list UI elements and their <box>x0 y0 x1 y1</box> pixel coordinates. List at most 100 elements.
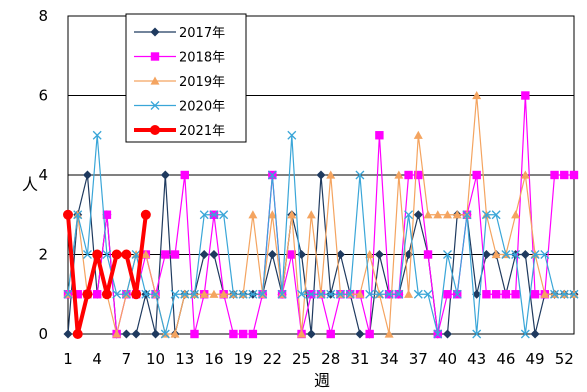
data-point <box>413 210 423 220</box>
x-tick-label: 40 <box>438 350 457 368</box>
data-point <box>92 290 102 299</box>
data-point <box>433 329 443 339</box>
data-point <box>82 170 92 180</box>
data-point <box>180 289 190 299</box>
data-point <box>258 289 268 299</box>
data-point <box>73 210 83 220</box>
x-tick-label: 37 <box>409 350 428 368</box>
data-point <box>102 210 112 219</box>
data-point <box>131 289 142 300</box>
data-point <box>520 170 530 179</box>
data-point <box>491 250 501 259</box>
data-point <box>443 290 452 299</box>
legend-label: 2017年 <box>179 26 225 41</box>
data-point <box>161 250 170 259</box>
data-point <box>92 130 102 140</box>
data-point <box>141 289 151 299</box>
data-point <box>550 289 559 299</box>
data-point <box>404 289 414 298</box>
data-point <box>374 250 384 259</box>
data-point <box>112 329 122 338</box>
data-point <box>248 289 258 299</box>
data-point <box>452 289 462 299</box>
data-point <box>229 329 238 339</box>
legend-item: 2020年 <box>134 100 225 115</box>
legend-item: 2019年 <box>134 75 225 90</box>
data-point <box>160 170 170 180</box>
data-point <box>511 250 521 259</box>
y-tick-label: 8 <box>38 7 48 25</box>
data-point <box>83 250 92 259</box>
data-point <box>521 91 530 100</box>
data-point <box>355 329 365 339</box>
data-point <box>170 250 180 259</box>
data-point <box>530 290 540 299</box>
data-point <box>472 91 482 100</box>
data-point <box>141 250 151 259</box>
x-tick-label: 49 <box>526 350 545 368</box>
legend: 2017年 2018年 2019年 2020年 2021年 <box>125 13 247 143</box>
x-tick-label: 46 <box>496 350 515 368</box>
legend-item: 2018年 <box>134 51 225 66</box>
data-point <box>540 250 550 259</box>
data-point <box>433 210 443 219</box>
data-point <box>472 289 482 299</box>
data-point <box>238 289 248 299</box>
data-point <box>287 130 297 140</box>
data-point <box>530 250 540 259</box>
legend-label: 2020年 <box>179 100 225 115</box>
data-point <box>355 289 365 298</box>
y-tick-label: 0 <box>38 325 48 343</box>
x-tick-label: 22 <box>263 350 282 368</box>
data-point <box>394 289 404 299</box>
data-point <box>511 290 520 299</box>
data-point <box>365 329 374 339</box>
data-point <box>413 289 423 299</box>
y-tick-label: 6 <box>38 87 48 105</box>
data-point <box>540 289 550 298</box>
data-point <box>297 329 307 338</box>
x-tick-label: 19 <box>234 350 253 368</box>
data-point <box>404 210 414 220</box>
data-point <box>414 170 423 180</box>
data-point <box>365 289 375 299</box>
data-point <box>491 210 501 220</box>
data-point <box>306 210 316 219</box>
data-point <box>297 289 306 299</box>
data-point <box>287 250 297 259</box>
data-point <box>170 289 180 299</box>
data-point <box>569 170 579 180</box>
data-point <box>443 210 452 219</box>
data-point <box>501 250 511 259</box>
data-point <box>375 131 384 140</box>
x-tick-label: 13 <box>175 350 194 368</box>
data-point <box>316 289 326 299</box>
data-point <box>199 289 209 298</box>
x-tick-label: 4 <box>92 350 102 368</box>
legend-label: 2019年 <box>179 75 225 90</box>
data-point <box>384 329 394 338</box>
series-2020年 <box>63 130 579 339</box>
data-point <box>72 329 83 339</box>
legend-marker <box>150 125 160 135</box>
data-point <box>92 249 103 260</box>
data-point <box>121 289 131 299</box>
data-point <box>190 289 199 299</box>
data-point <box>267 210 277 219</box>
x-tick-label: 16 <box>204 350 223 368</box>
legend-items: 2017年 2018年 2019年 2020年 2021年 <box>134 26 225 139</box>
data-point <box>384 289 394 299</box>
data-point <box>306 289 316 299</box>
data-point <box>326 329 335 339</box>
x-tick-label: 28 <box>321 350 340 368</box>
x-tick-label: 10 <box>146 350 165 368</box>
data-point <box>267 250 277 259</box>
data-point <box>482 290 491 299</box>
data-point <box>423 210 433 219</box>
x-tick-label: 43 <box>467 350 486 368</box>
data-point <box>111 249 122 260</box>
x-tick-label: 7 <box>122 350 132 368</box>
data-point <box>121 249 132 260</box>
data-point <box>209 250 219 259</box>
data-point <box>63 209 73 220</box>
